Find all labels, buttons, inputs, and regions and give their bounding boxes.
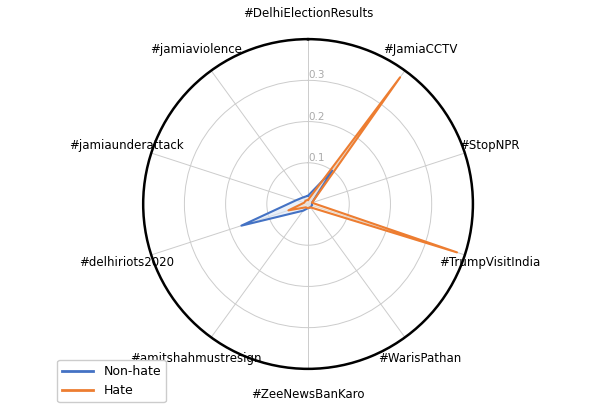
- Legend: Non-hate, Hate: Non-hate, Hate: [57, 360, 166, 402]
- Polygon shape: [288, 77, 457, 253]
- Polygon shape: [241, 171, 332, 226]
